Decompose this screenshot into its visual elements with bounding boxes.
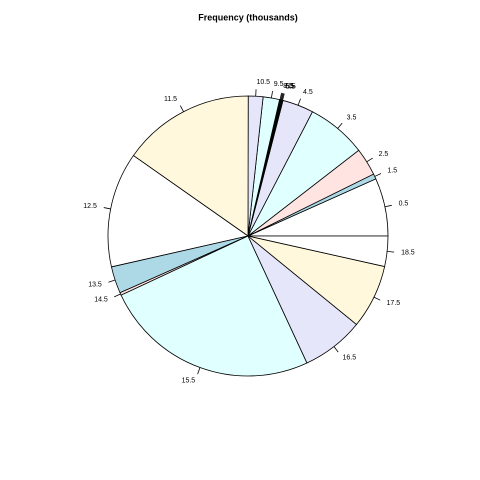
slice-label: 6.5 <box>285 83 295 90</box>
label-tick <box>384 204 392 208</box>
label-tick <box>197 367 201 375</box>
slice-label: 17.5 <box>387 300 401 307</box>
label-tick <box>114 293 121 298</box>
label-tick <box>337 122 343 129</box>
slice-label: 8.5 <box>283 83 293 90</box>
slice-label: 12.5 <box>83 203 97 210</box>
slice-label: 1.5 <box>387 167 397 174</box>
slice-label: 10.5 <box>256 79 270 86</box>
label-tick <box>366 157 373 163</box>
label-tick <box>333 346 339 353</box>
chart-title: Frequency (thousands) <box>198 12 298 22</box>
pie-slice <box>247 235 389 267</box>
slice-label: 13.5 <box>88 281 102 288</box>
slice-label: 3.5 <box>347 115 357 122</box>
label-tick <box>281 93 284 101</box>
slice-label: 2.5 <box>379 151 389 158</box>
label-tick <box>103 207 111 210</box>
label-tick <box>179 105 184 112</box>
slice-label: 0.5 <box>399 201 409 208</box>
slice-label: 9.5 <box>274 81 284 88</box>
slice-label: 15.5 <box>182 378 196 385</box>
slice-label: 4.5 <box>303 89 313 96</box>
label-tick <box>108 279 116 283</box>
label-tick <box>373 296 381 301</box>
pie-slice <box>120 235 308 377</box>
label-tick <box>271 91 273 99</box>
slice-label: 14.5 <box>94 297 108 304</box>
slice-label: 7.5 <box>284 83 294 90</box>
label-tick <box>279 92 282 100</box>
label-tick <box>280 93 283 101</box>
label-tick <box>282 93 285 101</box>
slice-label: 5.5 <box>286 84 296 91</box>
slice-label: 18.5 <box>401 250 415 257</box>
slice-label: 16.5 <box>342 354 356 361</box>
label-tick <box>297 98 301 106</box>
slice-label: 11.5 <box>164 96 177 103</box>
label-tick <box>374 173 382 177</box>
label-tick <box>387 250 395 253</box>
